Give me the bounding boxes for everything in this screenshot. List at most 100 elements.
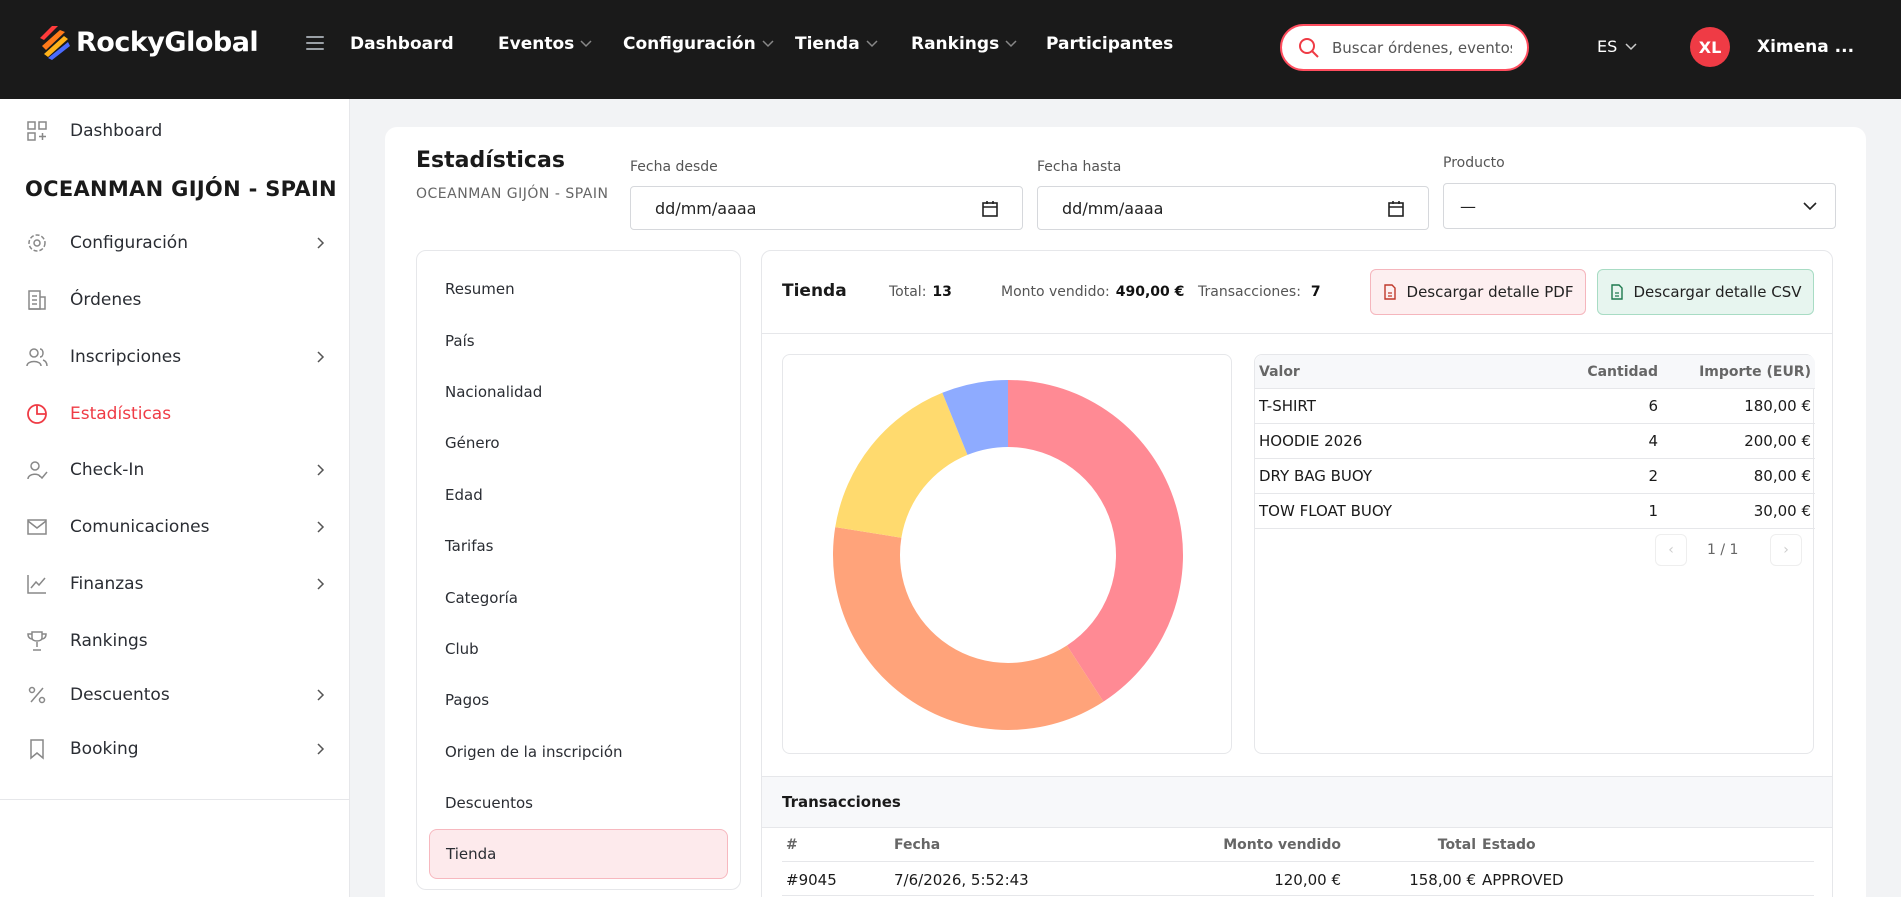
- date-to-label: Fecha hasta: [1037, 159, 1122, 175]
- product-select[interactable]: —: [1443, 183, 1836, 229]
- row-value: DRY BAG BUOY: [1259, 467, 1373, 485]
- sidebar-item-finanzas[interactable]: Finanzas: [26, 573, 326, 595]
- date-from-input[interactable]: dd/mm/aaaa: [630, 186, 1023, 230]
- nav-configuracion[interactable]: Configuración: [623, 34, 774, 54]
- sidebar-item-inscripciones[interactable]: Inscripciones: [26, 346, 326, 368]
- stat-menu-pais[interactable]: País: [429, 316, 728, 366]
- users-icon: [26, 348, 48, 367]
- stat-menu-club[interactable]: Club: [429, 624, 728, 674]
- nav-participantes[interactable]: Participantes: [1046, 34, 1173, 54]
- percent-icon: [28, 686, 46, 704]
- transactions-value: 7: [1310, 284, 1321, 300]
- nav-eventos[interactable]: Eventos: [498, 34, 592, 54]
- line-chart-icon: [27, 575, 46, 594]
- panel-title: Tienda: [782, 281, 847, 301]
- nav-label: Tienda: [795, 34, 860, 54]
- table-row[interactable]: #9045 7/6/2026, 5:52:43 120,00 € 158,00 …: [782, 862, 1814, 896]
- hamburger-menu-icon[interactable]: [306, 36, 324, 50]
- stat-menu-descuentos[interactable]: Descuentos: [429, 778, 728, 828]
- language-selector[interactable]: ES: [1597, 37, 1637, 56]
- col-fecha: Fecha: [894, 837, 941, 853]
- total-value: 13: [932, 284, 952, 300]
- download-pdf-button[interactable]: Descargar detalle PDF: [1370, 269, 1586, 315]
- receipt-icon: [28, 290, 46, 310]
- transactions-title: Transacciones: [782, 793, 901, 811]
- stat-menu-label: Pagos: [445, 691, 490, 709]
- date-to-value: dd/mm/aaaa: [1062, 198, 1164, 218]
- stat-menu-label: Club: [445, 640, 479, 658]
- sidebar-item-booking[interactable]: Booking: [26, 738, 326, 760]
- store-stats-panel: Tienda Total: 13 Monto vendido: 490,00 € T…: [761, 250, 1833, 897]
- table-row: HOODIE 2026 4 200,00 €: [1255, 424, 1815, 459]
- donut-slice-tow-float-buoy[interactable]: [942, 380, 1008, 455]
- sidebar-item-check-in[interactable]: Check-In: [26, 459, 326, 481]
- row-value: TOW FLOAT BUOY: [1259, 502, 1393, 520]
- donut-slice-dry-bag-buoy[interactable]: [835, 392, 968, 538]
- event-title: OCEANMAN GIJÓN - SPAIN: [25, 177, 337, 201]
- user-name[interactable]: Ximena ...: [1757, 37, 1855, 57]
- stat-menu-tarifas[interactable]: Tarifas: [429, 521, 728, 571]
- stat-menu-tienda[interactable]: Tienda: [429, 829, 728, 879]
- row-value: HOODIE 2026: [1259, 432, 1363, 450]
- file-pdf-icon: [1383, 284, 1396, 300]
- stat-menu-resumen[interactable]: Resumen: [429, 264, 728, 314]
- chevron-right-icon: [317, 351, 325, 363]
- stat-menu-edad[interactable]: Edad: [429, 470, 728, 520]
- sidebar-item-label: Dashboard: [70, 121, 163, 141]
- row-qty: 1: [1648, 502, 1658, 520]
- nav-label: Eventos: [498, 34, 575, 54]
- donut-chart: [833, 380, 1183, 730]
- nav-rankings[interactable]: Rankings: [911, 34, 1017, 54]
- sidebar-item-ordenes[interactable]: Órdenes: [26, 289, 326, 311]
- chevron-down-icon: [1005, 40, 1017, 48]
- date-to-input[interactable]: dd/mm/aaaa: [1037, 186, 1429, 230]
- nav-tienda[interactable]: Tienda: [795, 34, 878, 54]
- user-check-icon: [27, 461, 48, 480]
- download-csv-label: Descargar detalle CSV: [1633, 283, 1802, 301]
- transactions-stat: Transacciones: 7: [1198, 284, 1321, 300]
- tx-num: #9045: [786, 871, 837, 889]
- language-label: ES: [1597, 37, 1618, 56]
- chevron-down-icon: [866, 40, 878, 48]
- sidebar-item-comunicaciones[interactable]: Comunicaciones: [26, 516, 326, 538]
- search-input[interactable]: [1332, 38, 1512, 57]
- global-search[interactable]: [1280, 24, 1529, 71]
- prev-page-button[interactable]: ‹: [1655, 534, 1687, 566]
- brand-logo[interactable]: RockyGlobal: [38, 24, 259, 60]
- row-amount: 80,00 €: [1753, 467, 1811, 485]
- download-csv-button[interactable]: Descargar detalle CSV: [1597, 269, 1814, 315]
- stat-menu-pagos[interactable]: Pagos: [429, 675, 728, 725]
- sidebar-item-label: Check-In: [70, 460, 145, 480]
- sidebar-item-rankings[interactable]: Rankings: [26, 630, 326, 652]
- col-total: Total: [1437, 837, 1476, 853]
- stat-menu-genero[interactable]: Género: [429, 418, 728, 468]
- stat-menu-origen[interactable]: Origen de la inscripción: [429, 727, 728, 777]
- avatar[interactable]: XL: [1690, 27, 1730, 67]
- stat-menu-label: Descuentos: [445, 794, 533, 812]
- chevron-right-icon: [317, 689, 325, 701]
- stat-menu-label: Categoría: [445, 589, 519, 607]
- panel-header: Tienda Total: 13 Monto vendido: 490,00 € T…: [762, 251, 1832, 334]
- calendar-icon[interactable]: [982, 200, 998, 217]
- stat-menu-nacionalidad[interactable]: Nacionalidad: [429, 367, 728, 417]
- row-qty: 2: [1648, 467, 1658, 485]
- sidebar-item-configuracion[interactable]: Configuración: [26, 232, 326, 254]
- donut-slice-t-shirt[interactable]: [833, 527, 1104, 730]
- sidebar-item-label: Booking: [70, 739, 139, 759]
- calendar-icon[interactable]: [1388, 200, 1404, 217]
- grid-icon: [27, 121, 47, 141]
- mail-icon: [27, 519, 47, 535]
- transactions-header: Transacciones: [762, 776, 1832, 828]
- sidebar-item-label: Descuentos: [70, 685, 170, 705]
- row-value: T-SHIRT: [1259, 397, 1316, 415]
- donut-slice-hoodie-2026[interactable]: [1008, 380, 1183, 702]
- sidebar-item-descuentos[interactable]: Descuentos: [26, 684, 326, 706]
- stat-menu-categoria[interactable]: Categoría: [429, 573, 728, 623]
- sidebar-item-estadisticas[interactable]: Estadísticas: [26, 403, 326, 425]
- next-page-button[interactable]: ›: [1770, 534, 1802, 566]
- chevron-right-icon: [317, 237, 325, 249]
- nav-dashboard[interactable]: Dashboard: [350, 34, 454, 54]
- amount-stat: Monto vendido: 490,00 €: [1001, 284, 1184, 300]
- sidebar-item-dashboard[interactable]: Dashboard: [26, 120, 326, 142]
- search-icon: [1299, 37, 1319, 58]
